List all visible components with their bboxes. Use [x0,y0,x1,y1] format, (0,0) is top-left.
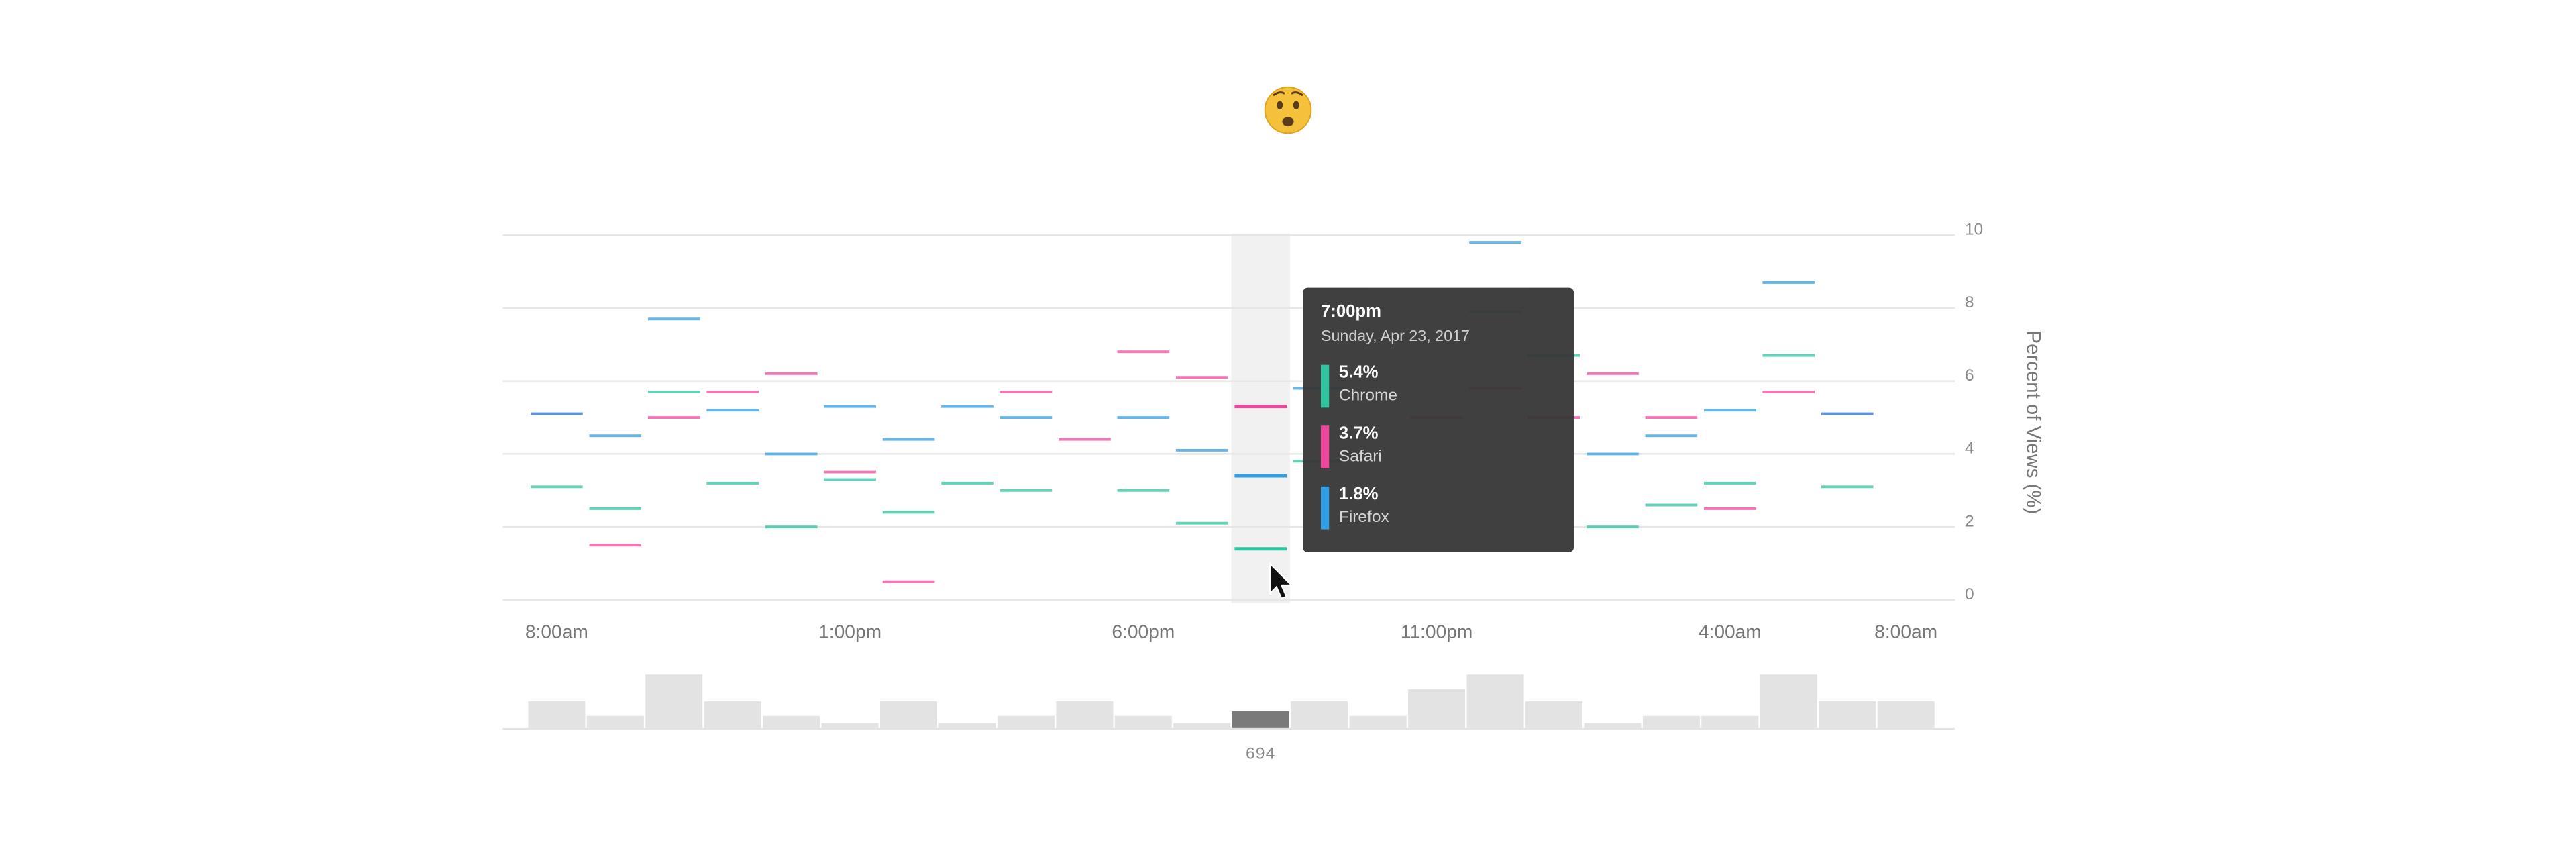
tooltip: 7:00pm Sunday, Apr 23, 2017 5.4% Chrome 3.… [1303,287,1574,552]
x-tick-label: 8:00am [525,621,588,642]
volume-bar [1232,711,1289,728]
volume-bar [1466,674,1524,728]
tooltip-value: 5.4% [1339,363,1379,382]
volume-bar [938,723,996,728]
tooltip-name: Firefox [1339,508,1389,526]
volume-bar [1525,701,1582,728]
volume-bar [763,715,820,728]
volume-bar [1701,715,1759,728]
volume-bar [645,674,703,728]
cursor [1269,562,1293,599]
x-tick-label: 1:00pm [818,621,881,642]
volume-bar [1349,715,1407,728]
volume-bar [1642,715,1700,728]
tooltip-swatch [1320,486,1330,530]
y-tick-label: 8 [1965,293,1974,311]
y-tick-label: 6 [1965,366,1974,385]
volume-bar [1056,701,1114,728]
volume-bar [997,715,1055,728]
y-tick-label: 0 [1965,585,1974,603]
tooltip-swatch [1320,364,1330,408]
volume-bar [1173,723,1231,728]
x-tick-label: 4:00am [1699,621,1762,642]
volume-bar [1877,701,1935,728]
x-tick-label: 11:00pm [1401,621,1472,642]
volume-bar [1760,674,1817,728]
tooltip-box [1303,287,1574,552]
tooltip-name: Safari [1339,447,1382,465]
highlight-band [1231,233,1290,603]
y-axis-label: Percent of Views (%) [2023,331,2045,515]
y-tick-label: 4 [1965,440,1974,458]
tooltip-name: Chrome [1339,387,1397,405]
tooltip-swatch [1320,425,1330,468]
tooltip-value: 3.7% [1339,423,1379,442]
volume-bar [821,723,879,728]
value-label: 694 [1246,745,1276,763]
x-tick-label: 6:00pm [1112,621,1175,642]
x-tick-label: 8:00am [1874,621,1937,642]
tooltip-title: 7:00pm [1321,302,1381,321]
volume-bar [528,701,586,728]
volume-bar [1291,701,1348,728]
volume-bar [1584,723,1642,728]
volume-bar [1114,715,1172,728]
y-tick-label: 2 [1965,512,1974,530]
volume-bar [1408,689,1466,728]
y-tick-label: 10 [1965,220,1983,238]
volume-bar [880,701,938,728]
volume-bar [704,701,761,728]
status-emoji [1264,86,1312,134]
volume-bar [1819,701,1876,728]
tooltip-subtitle: Sunday, Apr 23, 2017 [1321,327,1470,344]
tooltip-value: 1.8% [1339,485,1379,503]
volume-bar [586,715,644,728]
